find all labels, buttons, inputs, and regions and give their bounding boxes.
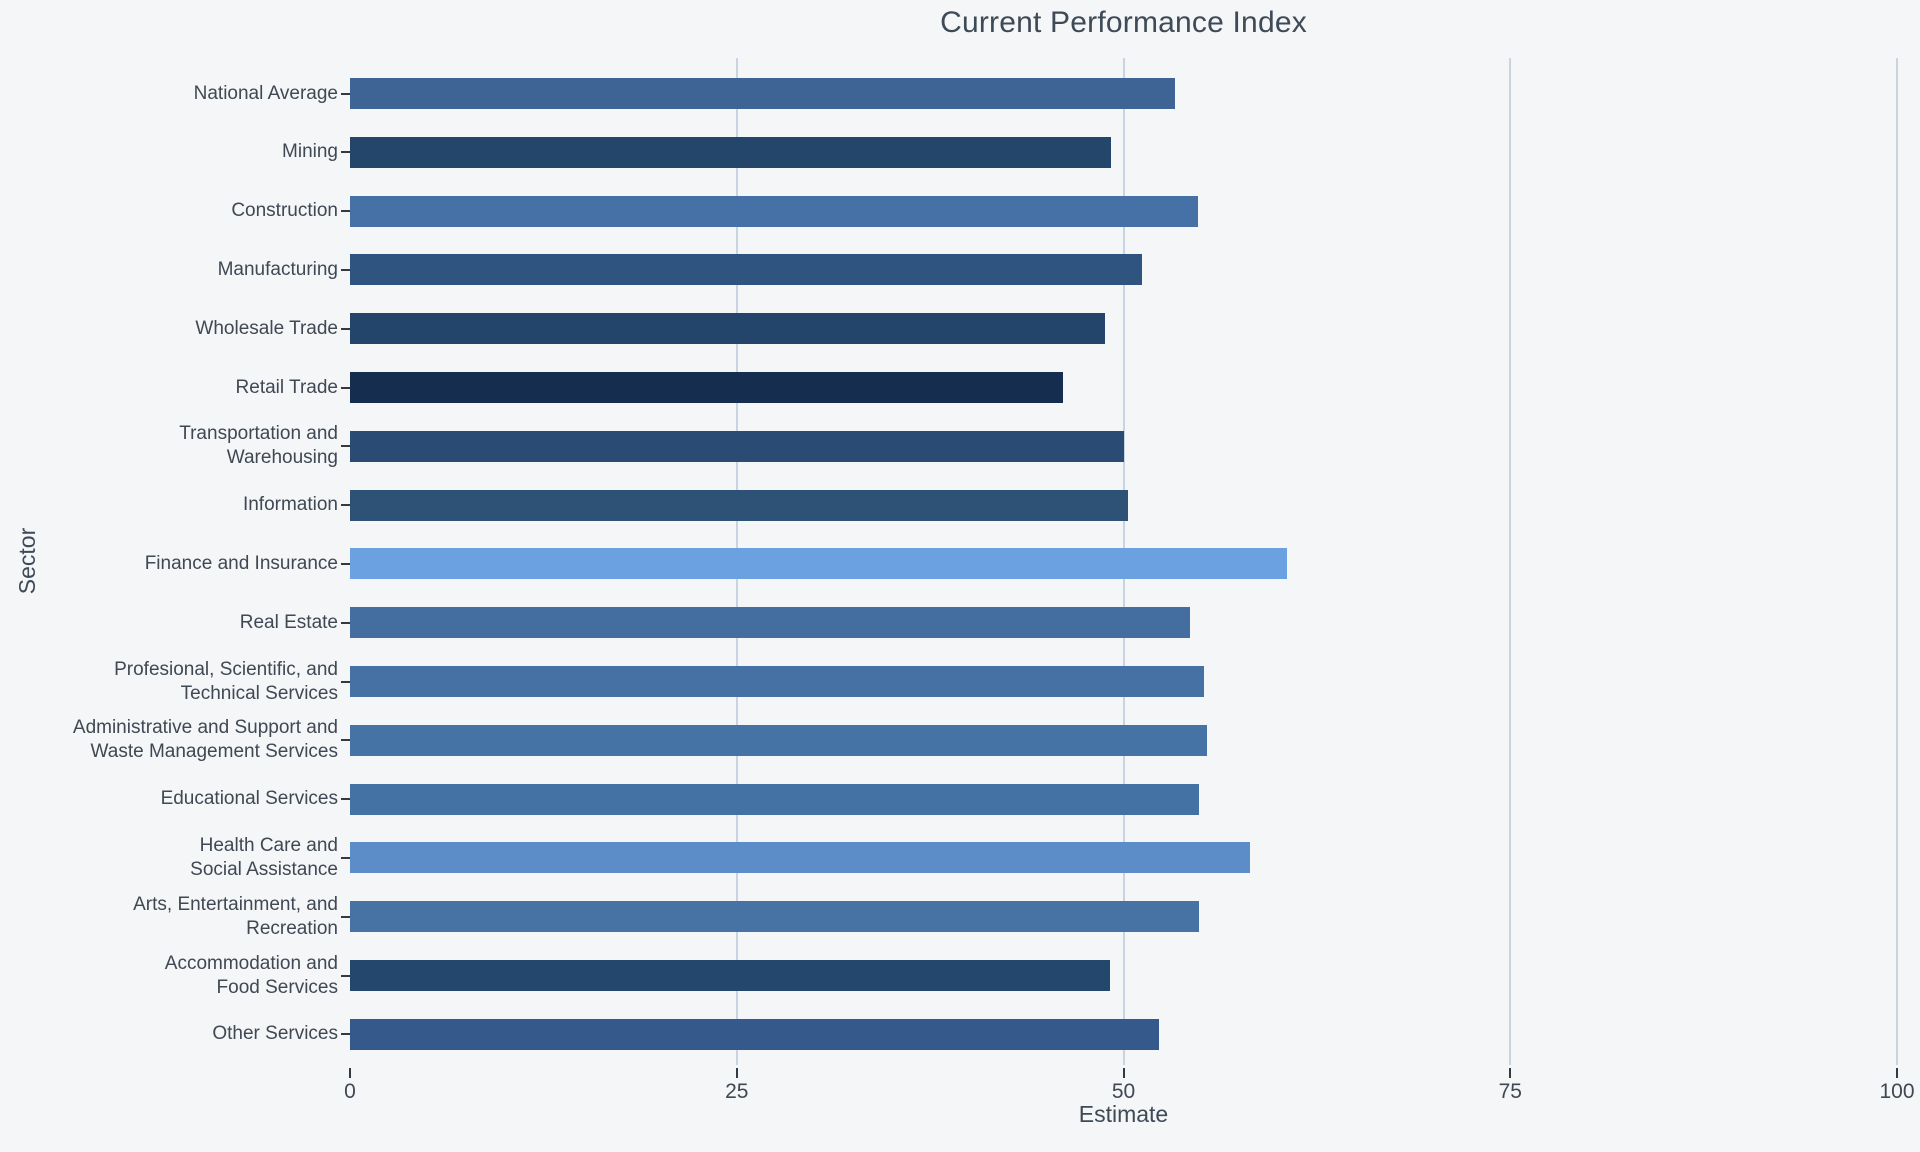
- category-label: Transportation and Warehousing: [179, 423, 338, 469]
- y-tick: [341, 210, 350, 213]
- y-tick: [341, 386, 350, 389]
- category-label: Manufacturing: [217, 258, 338, 280]
- y-tick: [341, 562, 350, 565]
- x-tick-label: 50: [1111, 1080, 1136, 1103]
- y-tick: [341, 915, 350, 918]
- category-label: Mining: [282, 141, 338, 163]
- bar: [350, 489, 1129, 521]
- y-tick: [341, 1033, 350, 1036]
- bar: [350, 548, 1288, 580]
- y-tick: [341, 680, 350, 683]
- category-label: Profesional, Scientific, and Technical S…: [114, 658, 338, 704]
- bar: [350, 607, 1191, 639]
- y-tick: [341, 268, 350, 271]
- gridline-100: [1896, 58, 1898, 1065]
- bar: [350, 901, 1200, 933]
- bar: [350, 783, 1200, 815]
- bar: [350, 372, 1064, 403]
- bar: [350, 724, 1208, 756]
- category-label: Wholesale Trade: [195, 317, 338, 339]
- category-label: Educational Services: [160, 788, 338, 810]
- category-label: National Average: [193, 82, 338, 104]
- y-tick: [341, 798, 350, 801]
- x-tick: [1122, 1068, 1125, 1078]
- y-tick: [341, 92, 350, 95]
- y-tick: [341, 739, 350, 742]
- category-label: Accommodation and Food Services: [164, 952, 338, 998]
- x-tick-label: 0: [344, 1080, 356, 1103]
- x-tick-label: 75: [1498, 1080, 1522, 1103]
- x-axis-title: Estimate: [1078, 1101, 1169, 1127]
- chart-title: Current Performance Index: [940, 6, 1307, 39]
- bar: [350, 430, 1124, 462]
- bar: [350, 254, 1143, 286]
- bar: [350, 842, 1251, 874]
- bar: [350, 960, 1110, 991]
- category-label: Other Services: [212, 1023, 338, 1045]
- category-label: Real Estate: [239, 611, 338, 633]
- category-label: Retail Trade: [235, 376, 338, 398]
- y-tick: [341, 327, 350, 330]
- plot-area: [350, 58, 1910, 1065]
- category-label: Administrative and Support and Waste Man…: [72, 717, 338, 763]
- x-tick-label: 25: [725, 1080, 749, 1103]
- x-tick: [735, 1068, 738, 1078]
- x-tick: [349, 1068, 351, 1078]
- category-label: Information: [242, 494, 338, 516]
- bar: [350, 195, 1198, 227]
- bar: [350, 1018, 1160, 1050]
- gridline-75: [1509, 58, 1512, 1065]
- bar: [350, 136, 1112, 168]
- x-tick: [1896, 1068, 1898, 1078]
- bar: [350, 666, 1204, 697]
- bar: [350, 78, 1175, 109]
- y-tick: [341, 856, 350, 859]
- category-label: Health Care and Social Assistance: [190, 834, 338, 880]
- bar: [350, 313, 1105, 345]
- y-tick: [341, 621, 350, 624]
- y-tick: [341, 445, 350, 448]
- category-label: Construction: [231, 200, 338, 222]
- category-label: Finance and Insurance: [144, 552, 338, 574]
- category-label: Arts, Entertainment, and Recreation: [133, 893, 338, 939]
- y-tick: [341, 504, 350, 507]
- x-tick-label: 100: [1879, 1080, 1915, 1103]
- y-tick: [341, 151, 350, 154]
- x-tick: [1509, 1068, 1512, 1078]
- y-tick: [341, 974, 350, 977]
